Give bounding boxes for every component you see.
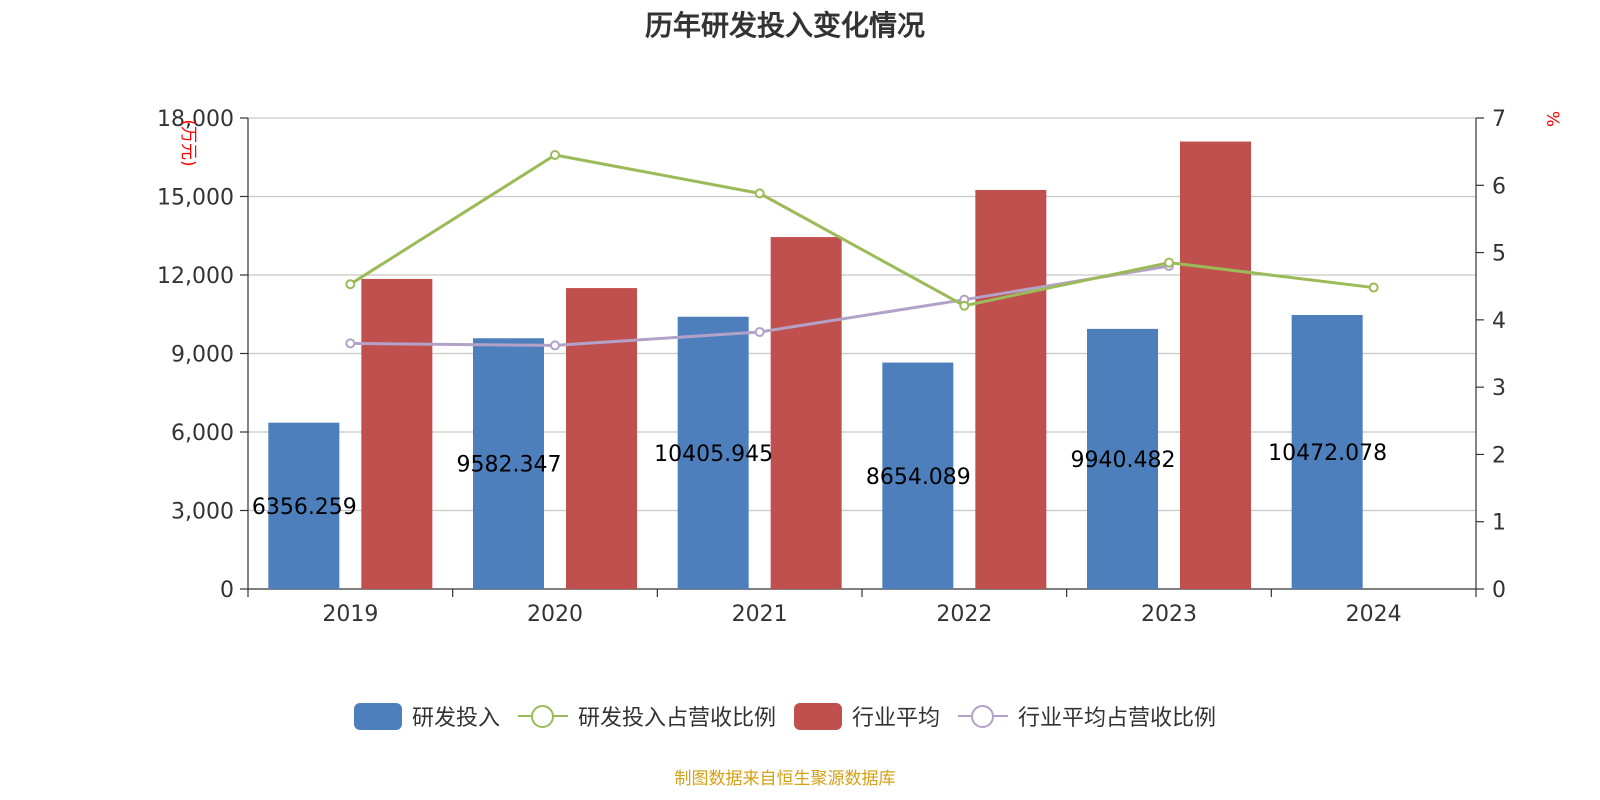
bar-invest: [473, 338, 544, 589]
bar-industry: [1180, 141, 1251, 590]
y-right-tick-label: 5: [1492, 242, 1506, 267]
y-left-tick-label: 3,000: [171, 500, 234, 525]
data-label-invest: 8654.089: [866, 465, 971, 490]
y-left-tick-label: 9,000: [171, 343, 234, 368]
y-right-tick-label: 0: [1492, 578, 1506, 603]
legend-item-industry[interactable]: 行业平均: [794, 700, 940, 732]
x-tick-label: 2023: [1141, 602, 1197, 627]
bar-invest: [268, 422, 340, 589]
legend-item-ratio[interactable]: 研发投入占营收比例: [517, 700, 776, 732]
data-label-invest: 10472.078: [1268, 441, 1387, 466]
y-right-axis-label: %: [1542, 111, 1562, 127]
series-ratio-line: [349, 153, 1374, 308]
series-industry-ratio-point: [550, 340, 560, 351]
legend-label-invest: 研发投入: [411, 706, 500, 731]
series-ratio-point: [754, 188, 765, 199]
series-ratio-point: [550, 150, 560, 161]
y-left-tick-label: 0: [220, 578, 234, 603]
x-tick-label: 2024: [1346, 602, 1402, 627]
legend-swatch-industry: [794, 702, 842, 730]
chart-plot: 0 3,000 6,000 9,000 12,000 15,000 18,000 0 1 2 3 4 5…: [157, 107, 1562, 627]
bar-invest: [1291, 314, 1363, 589]
y-left-tick-label: 15,000: [157, 186, 234, 211]
legend-swatch-ratio: [517, 703, 568, 730]
x-tick-label: 2019: [322, 602, 378, 627]
source-note: 制图数据来自恒生聚源数据库: [674, 769, 896, 789]
legend-swatch-invest: [353, 702, 402, 730]
legend-item-invest[interactable]: 研发投入: [353, 700, 500, 732]
series-industry-ratio-point: [754, 326, 765, 337]
legend-label-industry: 行业平均: [852, 706, 941, 731]
legend-label-ratio: 研发投入占营收比例: [577, 706, 776, 731]
y-left-tick-label: 6,000: [171, 421, 234, 446]
legend-item-industry-ratio[interactable]: 行业平均占营收比例: [958, 700, 1216, 732]
series-ratio-point: [345, 279, 356, 290]
y-right-tick-label: 6: [1492, 174, 1506, 199]
y-left-axis-label: (万元): [178, 119, 198, 166]
x-tick-label: 2022: [936, 602, 992, 627]
bar-invest: [1087, 328, 1158, 589]
y-left-tick-label: 18,000: [157, 107, 234, 132]
y-right-tick-label: 7: [1492, 107, 1506, 132]
y-right-tick-label: 2: [1492, 443, 1506, 468]
y-right-tick-label: 3: [1492, 376, 1506, 401]
x-tick-label: 2020: [527, 602, 583, 627]
x-tick-label: 2021: [732, 602, 788, 627]
bar-invest: [677, 316, 749, 589]
legend-swatch-industry-ratio: [958, 703, 1009, 730]
data-label-invest: 10405.945: [654, 442, 773, 467]
data-label-invest: 9940.482: [1071, 448, 1176, 473]
bar-industry: [361, 278, 433, 589]
series-ratio-point: [1368, 282, 1379, 293]
series-industry-ratio-point: [345, 338, 356, 349]
bar-industry: [566, 288, 637, 589]
bar-invest: [882, 362, 954, 589]
y-right-tick-label: 1: [1492, 511, 1506, 536]
chart-title: 历年研发投入变化情况: [644, 9, 925, 42]
legend-label-industry-ratio: 行业平均占营收比例: [1018, 706, 1217, 731]
y-right-tick-label: 4: [1492, 309, 1506, 334]
data-label-invest: 9582.347: [457, 453, 562, 478]
series-ratio-point: [959, 300, 970, 311]
bar-industry: [975, 189, 1047, 590]
bar-industry: [770, 237, 842, 589]
chart-legend: 研发投入 研发投入占营收比例 行业平均 行业平均占营收比例: [0, 700, 1570, 732]
y-left-tick-label: 12,000: [157, 264, 234, 289]
series-ratio-point: [1164, 257, 1174, 268]
data-label-invest: 6356.259: [252, 495, 357, 520]
